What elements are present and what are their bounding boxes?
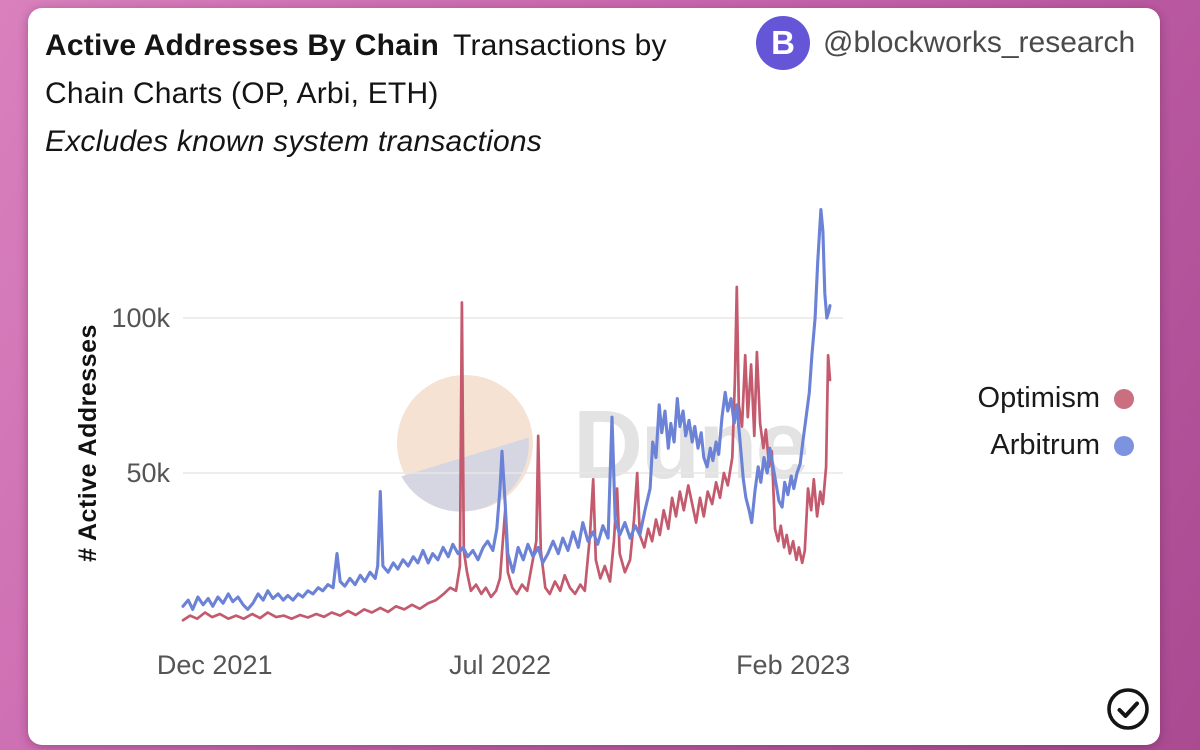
y-axis-title: # Active Addresses [74, 324, 102, 562]
chart-subtitle: Excludes known system transactions [45, 125, 543, 158]
optimism-dot-icon [1114, 388, 1134, 409]
arbitrum-dot-icon [1114, 435, 1134, 456]
series-lines [181, 207, 832, 622]
dune-chart-card: Active Addresses By Chain Transactions by… [28, 8, 1160, 745]
legend-item-arbitrum[interactable]: Arbitrum [978, 423, 1134, 468]
x-tick-dec-2021: Dec 2021 [156, 650, 273, 680]
author-handle: @blockworks_research [823, 26, 1136, 59]
chart-legend: Optimism Arbitrum [978, 376, 1134, 468]
verified-check-icon[interactable] [1105, 686, 1151, 732]
y-tick-50k: 50k [126, 458, 170, 488]
y-tick-100k: 100k [111, 303, 170, 333]
chart-title-secondary: Transactions by Chain Charts (OP, Arbi, … [45, 29, 667, 110]
x-tick-feb-2023: Feb 2023 [736, 650, 851, 680]
x-tick-jul-2022: Jul 2022 [448, 650, 552, 680]
author-block: B @blockworks_research [756, 16, 1135, 70]
chart-header: Active Addresses By Chain Transactions by… [45, 22, 735, 166]
legend-label-optimism: Optimism [977, 382, 1100, 414]
chart-title: Active Addresses By Chain [45, 29, 440, 62]
line-chart-plot[interactable]: Dune [28, 8, 1160, 745]
blockworks-logo-letter: B [771, 24, 795, 61]
gridlines [183, 317, 843, 474]
series-line-arbitrum [181, 207, 832, 611]
series-line-optimism [181, 285, 832, 622]
legend-item-optimism[interactable]: Optimism [978, 376, 1134, 421]
blockworks-logo-icon: B [756, 16, 810, 70]
legend-label-arbitrum: Arbitrum [990, 429, 1100, 461]
